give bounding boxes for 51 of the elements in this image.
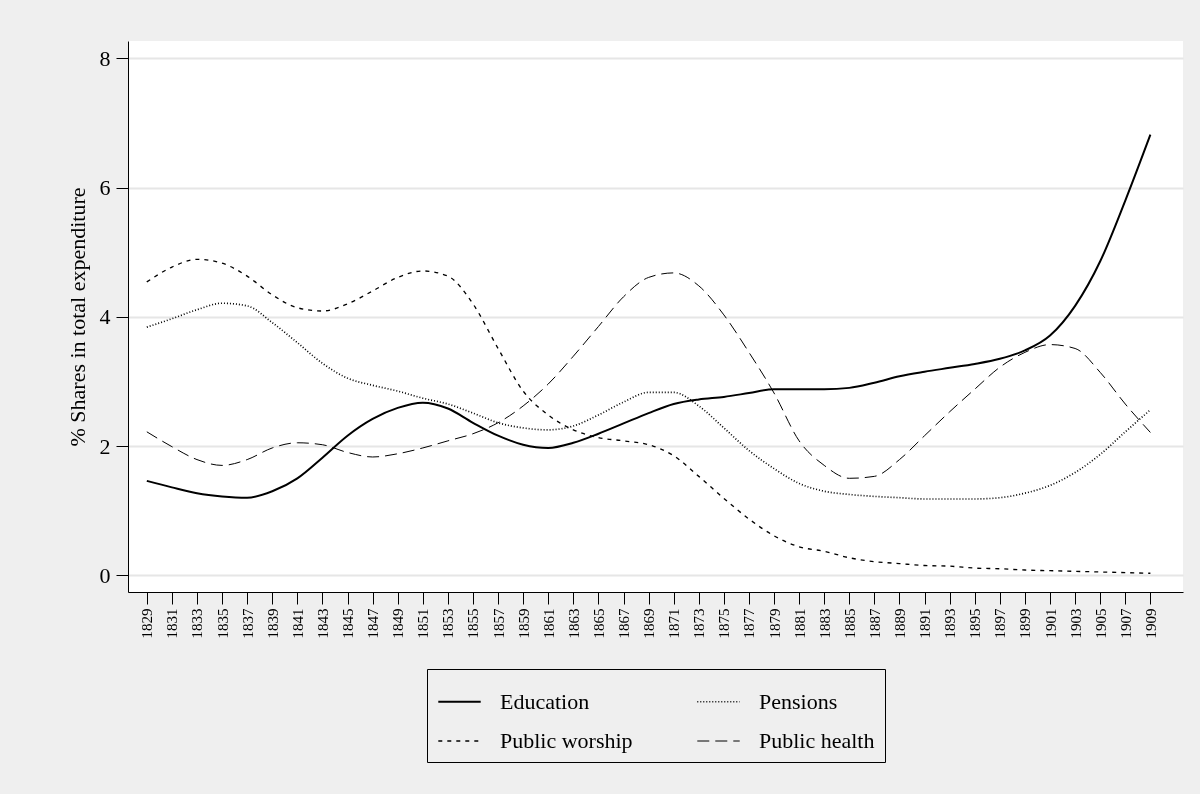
y-tick-label: 8 xyxy=(99,45,111,71)
x-tick-label: 1833 xyxy=(189,608,206,639)
x-tick-label: 1871 xyxy=(666,608,683,639)
x-tick-label: 1869 xyxy=(641,608,658,639)
legend-label: Public worship xyxy=(500,728,633,753)
y-tick-label: 2 xyxy=(99,433,111,459)
x-tick-label: 1897 xyxy=(992,608,1009,639)
y-tick-label: 6 xyxy=(99,175,111,201)
x-tick-label: 1851 xyxy=(415,608,432,639)
x-tick-label: 1861 xyxy=(540,608,557,639)
x-tick-label: 1829 xyxy=(139,608,156,639)
x-tick-label: 1859 xyxy=(515,608,532,639)
x-tick-label: 1857 xyxy=(490,608,507,639)
x-tick-label: 1849 xyxy=(390,608,407,639)
x-tick-label: 1847 xyxy=(365,608,382,639)
x-tick-label: 1887 xyxy=(866,608,883,639)
x-tick-label: 1867 xyxy=(616,608,633,639)
x-tick-label: 1903 xyxy=(1067,608,1084,639)
x-tick-label: 1837 xyxy=(239,608,256,639)
legend-label: Public health xyxy=(759,728,875,753)
x-tick-label: 1889 xyxy=(891,608,908,639)
x-tick-label: 1907 xyxy=(1117,608,1134,639)
x-tick-label: 1895 xyxy=(967,608,984,639)
x-tick-label: 1865 xyxy=(590,608,607,639)
x-tick-label: 1909 xyxy=(1142,608,1159,639)
x-tick-label: 1843 xyxy=(314,608,331,639)
x-tick-label: 1899 xyxy=(1017,608,1034,639)
y-tick-label: 0 xyxy=(99,562,111,588)
x-tick-label: 1881 xyxy=(791,608,808,639)
x-tick-label: 1845 xyxy=(340,608,357,639)
y-tick-label: 4 xyxy=(99,304,111,330)
x-tick-label: 1855 xyxy=(465,608,482,639)
x-tick-label: 1875 xyxy=(716,608,733,639)
x-tick-label: 1835 xyxy=(214,608,231,639)
x-tick-label: 1853 xyxy=(440,608,457,639)
x-tick-label: 1841 xyxy=(289,608,306,639)
x-tick-label: 1839 xyxy=(264,608,281,639)
x-tick-label: 1879 xyxy=(766,608,783,639)
x-tick-label: 1883 xyxy=(816,608,833,639)
x-tick-label: 1885 xyxy=(841,608,858,639)
x-tick-label: 1891 xyxy=(917,608,934,639)
x-tick-label: 1873 xyxy=(691,608,708,639)
legend-label: Education xyxy=(500,688,590,714)
x-tick-label: 1905 xyxy=(1092,608,1109,639)
x-tick-label: 1831 xyxy=(164,608,181,639)
x-tick-label: 1863 xyxy=(565,608,582,639)
y-axis-title: % Shares in total expenditure xyxy=(64,187,90,447)
x-tick-label: 1893 xyxy=(942,608,959,639)
x-tick-label: 1877 xyxy=(741,608,758,639)
legend-label: Pensions xyxy=(759,688,838,714)
x-tick-label: 1901 xyxy=(1042,608,1059,639)
